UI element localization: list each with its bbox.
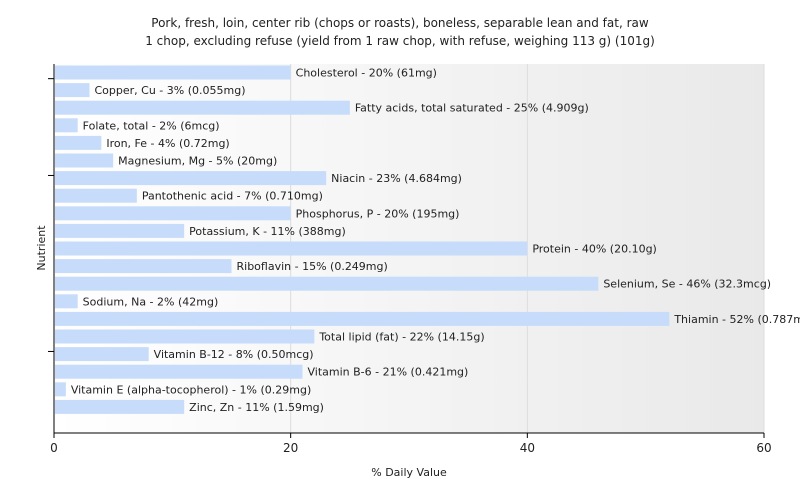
bar	[55, 294, 78, 309]
x-axis-title: % Daily Value	[371, 466, 447, 479]
bar-label: Protein - 40% (20.10g)	[532, 243, 657, 256]
bar-label: Zinc, Zn - 11% (1.59mg)	[189, 401, 324, 414]
bar-label: Thiamin - 52% (0.787mg)	[673, 313, 800, 326]
bars: Cholesterol - 20% (61mg) Copper, Cu - 3% …	[55, 65, 800, 414]
x-tick-label: 20	[283, 441, 298, 455]
bar	[55, 329, 315, 344]
bar	[55, 223, 185, 238]
bar	[55, 241, 528, 256]
bar	[55, 399, 185, 414]
bar-label: Riboflavin - 15% (0.249mg)	[237, 260, 388, 273]
bar	[55, 188, 137, 203]
bar-label: Vitamin E (alpha-tocopherol) - 1% (0.29m…	[71, 383, 311, 396]
bar-label: Potassium, K - 11% (388mg)	[189, 225, 346, 238]
chart-title: Pork, fresh, loin, center rib (chops or …	[151, 16, 649, 30]
bar-label: Pantothenic acid - 7% (0.710mg)	[142, 190, 323, 203]
bar	[55, 153, 114, 168]
bar-label: Iron, Fe - 4% (0.72mg)	[106, 137, 229, 150]
bar	[55, 83, 90, 98]
bar-label: Total lipid (fat) - 22% (14.15g)	[318, 331, 484, 344]
bar	[55, 135, 102, 150]
bar	[55, 118, 78, 133]
bar	[55, 311, 670, 326]
x-tick-label: 40	[520, 441, 535, 455]
bar-label: Copper, Cu - 3% (0.055mg)	[95, 84, 246, 97]
bar	[55, 276, 599, 291]
bar	[55, 206, 291, 221]
bar	[55, 347, 149, 362]
y-axis-title: Nutrient	[35, 225, 48, 271]
bar-label: Cholesterol - 20% (61mg)	[296, 67, 437, 80]
bar	[55, 382, 66, 397]
bar	[55, 65, 291, 80]
chart-subtitle: 1 chop, excluding refuse (yield from 1 r…	[145, 34, 655, 48]
bar-label: Magnesium, Mg - 5% (20mg)	[118, 155, 277, 168]
x-tick-label: 0	[50, 441, 58, 455]
bar-label: Folate, total - 2% (6mcg)	[83, 119, 220, 132]
bar	[55, 364, 303, 379]
x-tick-label: 60	[756, 441, 771, 455]
bar-label: Phosphorus, P - 20% (195mg)	[296, 207, 460, 220]
bar-label: Vitamin B-6 - 21% (0.421mg)	[308, 366, 469, 379]
bar-label: Vitamin B-12 - 8% (0.50mcg)	[154, 348, 314, 361]
bar-label: Sodium, Na - 2% (42mg)	[83, 295, 219, 308]
bar	[55, 171, 327, 186]
bar-label: Selenium, Se - 46% (32.3mcg)	[603, 278, 771, 291]
bar-label: Fatty acids, total saturated - 25% (4.90…	[355, 102, 589, 115]
bar	[55, 100, 350, 115]
axes: 0 20 40 60	[48, 64, 772, 455]
bar-label: Niacin - 23% (4.684mg)	[331, 172, 462, 185]
bar	[55, 259, 232, 274]
